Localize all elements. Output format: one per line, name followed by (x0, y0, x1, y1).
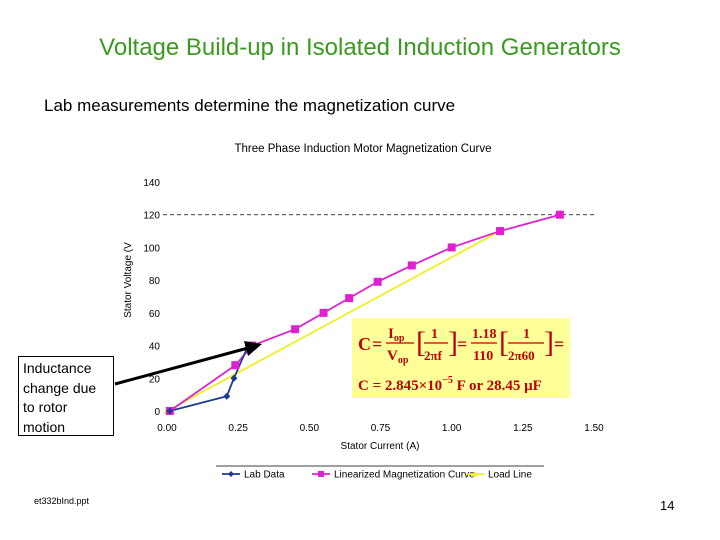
callout-arrow-head (244, 341, 262, 356)
chart-title: Three Phase Induction Motor Magnetizatio… (235, 143, 492, 155)
y-tick-label: 80 (149, 276, 161, 287)
legend-label-1: Linearized Magnetization Curve (334, 470, 475, 481)
formula-num: 1.18 (472, 327, 497, 342)
formula-2pi60: 2π60 (508, 348, 535, 363)
legend-label-0: Lab Data (244, 470, 285, 481)
formula-2pif: 2πf (424, 348, 443, 363)
x-tick-label: 0.75 (371, 423, 391, 434)
formula-one-1: 1 (431, 327, 438, 342)
page-number: 14 (660, 498, 675, 513)
series-line-0 (169, 345, 249, 412)
legend-marker-1 (318, 471, 324, 477)
y-tick-label: 60 (149, 309, 161, 320)
y-tick-label: 120 (143, 211, 160, 222)
data-point-0 (166, 407, 174, 415)
data-point-1 (319, 308, 328, 317)
data-point-1 (291, 325, 300, 334)
formula-c: C (358, 334, 371, 354)
legend-marker-0 (228, 471, 234, 477)
x-tick-label: 0.00 (157, 423, 177, 434)
formula-bracket-l1: [ (416, 326, 426, 359)
x-tick-label: 1.00 (442, 423, 462, 434)
formula-result: C = 2.845×10−5 F or 28.45 μF (358, 375, 542, 394)
data-point-0 (230, 374, 238, 382)
formula-bracket-l2: [ (499, 326, 509, 359)
data-point-1 (496, 227, 505, 236)
formula-bracket-r2: ] (544, 326, 554, 359)
formula-eq-1: = (372, 334, 382, 354)
data-point-1 (555, 210, 564, 219)
slide-subtitle: Lab measurements determine the magnetiza… (44, 96, 456, 115)
y-tick-label: 100 (143, 243, 160, 254)
x-tick-label: 1.25 (513, 423, 533, 434)
legend-label-2: Load Line (488, 470, 532, 481)
y-tick-label: 0 (154, 407, 160, 418)
callout-arrow (114, 346, 249, 386)
y-tick-label: 20 (149, 374, 161, 385)
data-point-1 (407, 261, 416, 270)
series-line-2 (166, 230, 501, 412)
footer-filename: et332bInd.ppt (34, 496, 90, 506)
x-tick-label: 0.50 (300, 423, 320, 434)
formula-eq-2: = (457, 334, 467, 354)
inductance-callout: Inductance change due to rotor motion (18, 356, 114, 436)
formula-den: 110 (473, 349, 493, 364)
chart-legend: Lab Data Linearized Magnetization Curve Lo… (222, 470, 532, 481)
legend-marker-2 (472, 471, 478, 477)
x-axis-label: Stator Current (A) (341, 441, 420, 452)
capacitance-formula: C = Iop Vop [ 1 2πf ] = 1.18 110 [ 1 2π6… (352, 318, 570, 398)
data-point-1 (447, 243, 456, 252)
y-tick-label: 140 (143, 178, 160, 189)
formula-iop: Iop (388, 326, 405, 344)
formula-one-2: 1 (523, 327, 530, 342)
data-point-1 (231, 361, 240, 370)
data-point-0 (223, 392, 231, 400)
formula-vop: Vop (387, 348, 409, 366)
y-axis-label: Stator Voltage (V (123, 242, 134, 318)
x-tick-label: 1.50 (584, 423, 604, 434)
data-point-1 (345, 294, 354, 303)
formula-bracket-r1: ] (448, 326, 458, 359)
data-point-1 (373, 277, 382, 286)
x-tick-label: 0.25 (228, 423, 248, 434)
formula-eq-3: = (554, 334, 564, 354)
slide-title: Voltage Build-up in Isolated Induction G… (99, 34, 621, 61)
y-tick-label: 40 (149, 342, 161, 353)
